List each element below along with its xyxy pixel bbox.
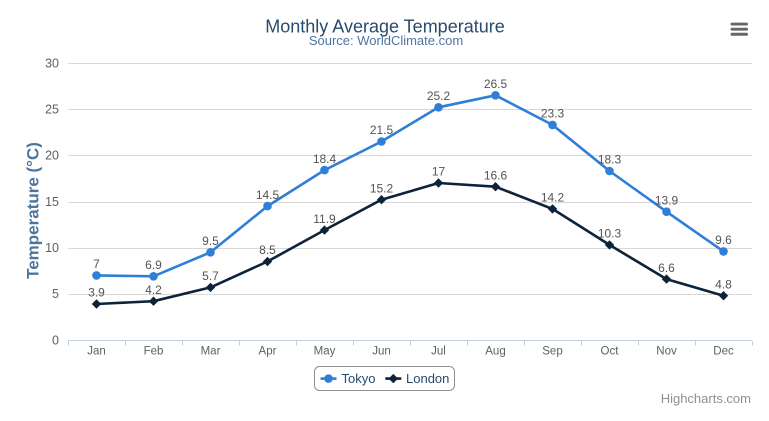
svg-text:Jul: Jul — [431, 346, 446, 358]
svg-text:3.9: 3.9 — [88, 286, 105, 300]
svg-text:Nov: Nov — [656, 346, 677, 358]
svg-text:May: May — [314, 346, 336, 358]
svg-text:Mar: Mar — [201, 346, 221, 358]
svg-text:26.5: 26.5 — [484, 77, 508, 91]
svg-text:5.7: 5.7 — [202, 269, 219, 283]
svg-text:30: 30 — [45, 56, 59, 70]
svg-text:London: London — [406, 371, 449, 386]
svg-text:9.6: 9.6 — [715, 233, 732, 247]
svg-text:21.5: 21.5 — [370, 123, 394, 137]
svg-text:20: 20 — [45, 149, 59, 163]
svg-text:Feb: Feb — [144, 346, 164, 358]
svg-text:16.6: 16.6 — [484, 168, 508, 182]
svg-text:15: 15 — [45, 195, 59, 209]
svg-text:15.2: 15.2 — [370, 181, 394, 195]
svg-text:14.5: 14.5 — [256, 188, 280, 202]
svg-text:Aug: Aug — [485, 346, 505, 358]
svg-text:6.9: 6.9 — [145, 258, 162, 272]
svg-text:18.4: 18.4 — [313, 152, 337, 166]
svg-text:0: 0 — [52, 333, 59, 347]
svg-text:11.9: 11.9 — [313, 212, 336, 226]
svg-text:4.8: 4.8 — [715, 277, 732, 291]
svg-text:7: 7 — [93, 257, 100, 271]
svg-text:Sep: Sep — [542, 346, 562, 358]
svg-text:10: 10 — [45, 241, 59, 255]
svg-text:17: 17 — [432, 165, 446, 179]
svg-text:Highcharts.com: Highcharts.com — [661, 391, 751, 406]
svg-text:Dec: Dec — [713, 346, 734, 358]
svg-text:13.9: 13.9 — [655, 193, 679, 207]
svg-text:6.6: 6.6 — [658, 261, 675, 275]
svg-text:Source: WorldClimate.com: Source: WorldClimate.com — [309, 33, 463, 48]
svg-text:18.3: 18.3 — [598, 153, 622, 167]
svg-text:Apr: Apr — [259, 346, 277, 358]
svg-text:Jun: Jun — [372, 346, 391, 358]
svg-text:8.5: 8.5 — [259, 243, 276, 257]
svg-text:Oct: Oct — [601, 346, 620, 358]
svg-text:Monthly Average Temperature: Monthly Average Temperature — [265, 17, 504, 37]
svg-text:Tokyo: Tokyo — [342, 371, 376, 386]
svg-text:Temperature (°C): Temperature (°C) — [24, 142, 43, 279]
svg-text:14.2: 14.2 — [541, 191, 565, 205]
svg-text:25: 25 — [45, 103, 59, 117]
svg-text:Jan: Jan — [87, 346, 106, 358]
svg-text:5: 5 — [52, 287, 59, 301]
svg-text:4.2: 4.2 — [145, 283, 162, 297]
svg-text:25.2: 25.2 — [427, 89, 451, 103]
svg-text:9.5: 9.5 — [202, 234, 219, 248]
svg-text:10.3: 10.3 — [598, 227, 622, 241]
svg-text:23.3: 23.3 — [541, 107, 565, 121]
